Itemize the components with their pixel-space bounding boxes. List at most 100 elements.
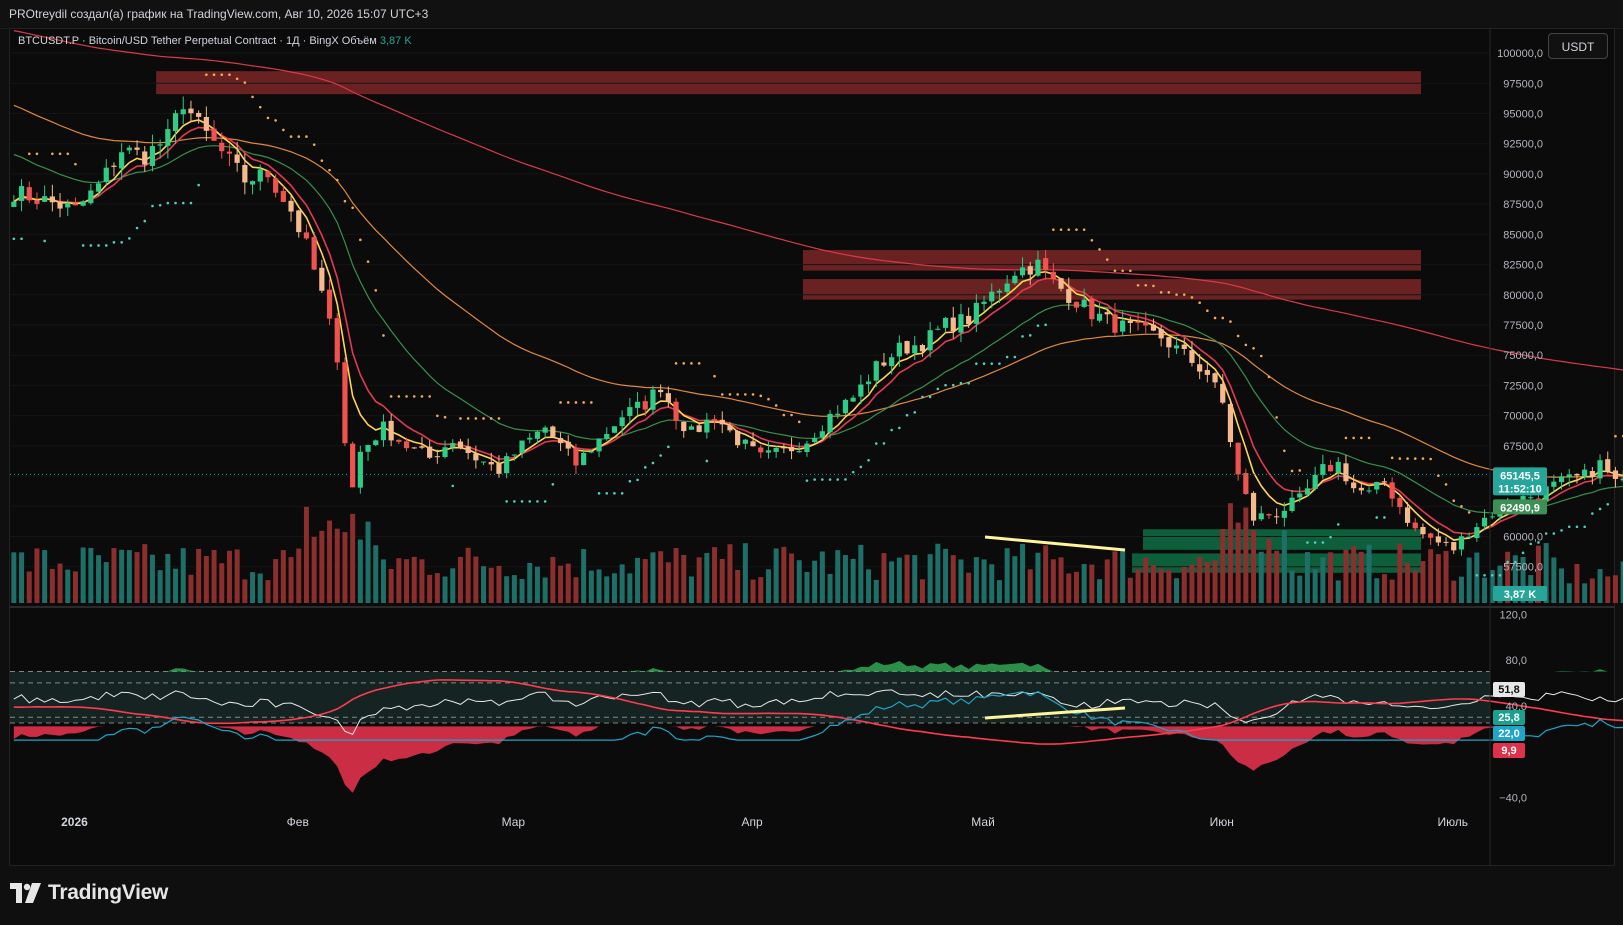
- candle: [411, 447, 417, 450]
- candle: [373, 439, 379, 447]
- chart-canvas[interactable]: 100000,0 97500,0 95000,0 92500,0 90000,0 8750…: [0, 0, 1623, 866]
- candle: [996, 288, 1003, 303]
- psar-dot: [158, 203, 162, 207]
- candle: [1120, 311, 1126, 337]
- currency-button[interactable]: USDT: [1548, 33, 1608, 59]
- candle: [142, 146, 148, 172]
- volume-bar: [250, 572, 256, 603]
- volume-bar: [1243, 507, 1249, 603]
- oscillator-tick-label: −40,0: [1499, 792, 1527, 804]
- psar-dot: [174, 201, 177, 205]
- volume-bar: [1474, 552, 1480, 603]
- psar-dot: [112, 241, 116, 244]
- psar-dot: [205, 73, 208, 76]
- psar-dot: [397, 395, 401, 398]
- psar-dot: [58, 152, 62, 156]
- candle-body: [711, 419, 718, 422]
- psar-dot: [774, 404, 778, 407]
- volume-bar: [527, 562, 533, 603]
- oscillator-value-tag: 22,0: [1493, 726, 1525, 741]
- candle: [1551, 474, 1557, 493]
- psar-dot: [405, 395, 408, 398]
- candle-body: [1212, 373, 1218, 383]
- volume-bar: [1451, 580, 1457, 603]
- psar-dot: [89, 244, 93, 247]
- candle-body: [735, 431, 741, 446]
- grid-layer: [10, 52, 1490, 598]
- psar-dot: [1352, 436, 1355, 440]
- oscillator-value-tag-bg: [1493, 743, 1525, 758]
- volume-bar: [1174, 578, 1180, 603]
- volume-bar: [1358, 551, 1364, 603]
- candle-body: [542, 427, 548, 433]
- psar-dot: [528, 500, 532, 503]
- volume-bar: [665, 562, 671, 603]
- candle: [627, 398, 633, 425]
- volume-bar: [1320, 557, 1326, 603]
- time-label: 2026: [61, 815, 88, 829]
- volume-bar: [1535, 545, 1541, 603]
- candle-body: [419, 446, 425, 448]
- volume-bar: [1220, 529, 1226, 603]
- candle: [1089, 295, 1095, 327]
- candle: [80, 200, 86, 207]
- price-tick-label: 60000,0: [1503, 532, 1543, 544]
- candle: [126, 145, 132, 155]
- candle-body: [149, 146, 156, 166]
- candle: [180, 96, 186, 125]
- psar-dot: [1113, 269, 1117, 273]
- last-price-tag-bg: [1493, 467, 1547, 496]
- psar-dot: [151, 204, 154, 208]
- candle-body: [172, 113, 179, 132]
- volume-bar: [404, 559, 410, 603]
- candle-body: [1443, 541, 1449, 543]
- price-tick-label: 97500,0: [1503, 78, 1543, 90]
- symbol-legend[interactable]: BTCUSDT.P · Bitcoin/USD Tether Perpetual…: [18, 35, 412, 47]
- psar-dot: [890, 428, 893, 432]
- divergence-line-price: [984, 535, 1126, 552]
- candle-body: [388, 420, 394, 441]
- candle: [1435, 528, 1441, 546]
- chart-frame[interactable]: [9, 28, 1615, 866]
- candle: [1258, 505, 1264, 522]
- volume-bar: [966, 572, 972, 603]
- candle-body: [1335, 461, 1341, 473]
- volume-bar: [619, 564, 625, 603]
- volume-bar: [611, 573, 617, 603]
- volume-bar: [1066, 573, 1072, 603]
- tradingview-logo[interactable]: TradingView: [10, 878, 168, 908]
- volume-bar: [1597, 569, 1603, 603]
- volume-bar: [573, 577, 579, 603]
- psar-dot: [1090, 239, 1094, 242]
- candle-body: [1605, 459, 1611, 472]
- candle-body: [1343, 463, 1349, 482]
- volume-bar: [1189, 564, 1195, 603]
- volume-bar: [1289, 570, 1295, 603]
- candle: [1312, 466, 1318, 491]
- volume-bar: [919, 579, 925, 603]
- volume-bar: [419, 559, 425, 603]
- candle-body: [496, 463, 502, 474]
- candle: [1081, 288, 1087, 309]
- volume-bar: [457, 556, 463, 603]
- volume-bar: [434, 573, 440, 603]
- candle: [165, 119, 171, 159]
- candle: [1197, 354, 1203, 380]
- candle: [1112, 303, 1118, 336]
- psar-dot: [1390, 456, 1394, 460]
- volume-bar: [889, 561, 895, 603]
- candle-body: [1235, 442, 1241, 475]
- volume-bar: [1158, 568, 1164, 603]
- volume-bar: [1120, 549, 1126, 603]
- volume-bar: [773, 548, 779, 603]
- psar-dot: [1175, 293, 1178, 296]
- oscillator-value-tag-text: 9,9: [1501, 745, 1516, 757]
- candle: [1058, 277, 1064, 292]
- psar-dot: [436, 414, 439, 418]
- candle-body: [273, 178, 279, 193]
- candle: [288, 195, 294, 222]
- candle: [119, 143, 125, 180]
- psar-dot: [551, 483, 555, 486]
- candle-body: [42, 196, 48, 202]
- psar-dot: [497, 417, 501, 420]
